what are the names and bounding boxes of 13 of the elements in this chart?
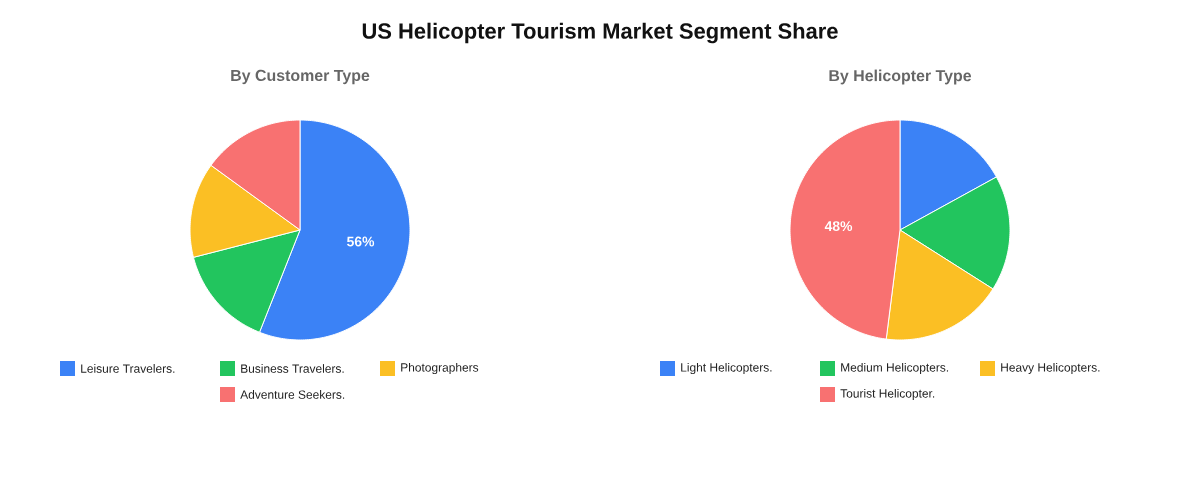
legend-label: Tourist Helicopter.: [840, 388, 935, 401]
chart-subtitle: By Customer Type: [231, 69, 370, 85]
data-label: 56%: [346, 236, 375, 247]
legend-label: Adventure Seekers.: [240, 390, 345, 399]
legend-label: Medium Helicopters.: [841, 362, 949, 375]
legend-label: Heavy Helicopters.: [1001, 362, 1100, 375]
legend-label: Leisure Travelers.: [81, 364, 175, 373]
data-label: 48%: [824, 221, 853, 232]
chart-subtitle: By Helicopter Type: [829, 69, 972, 85]
legend-label: Light Helicopters.: [681, 362, 772, 375]
legend-label: Business Travelers.: [241, 364, 344, 373]
legend-label: Photographers: [401, 362, 479, 375]
text: US Helicopter Tourism Market Segment Share: [362, 22, 838, 44]
